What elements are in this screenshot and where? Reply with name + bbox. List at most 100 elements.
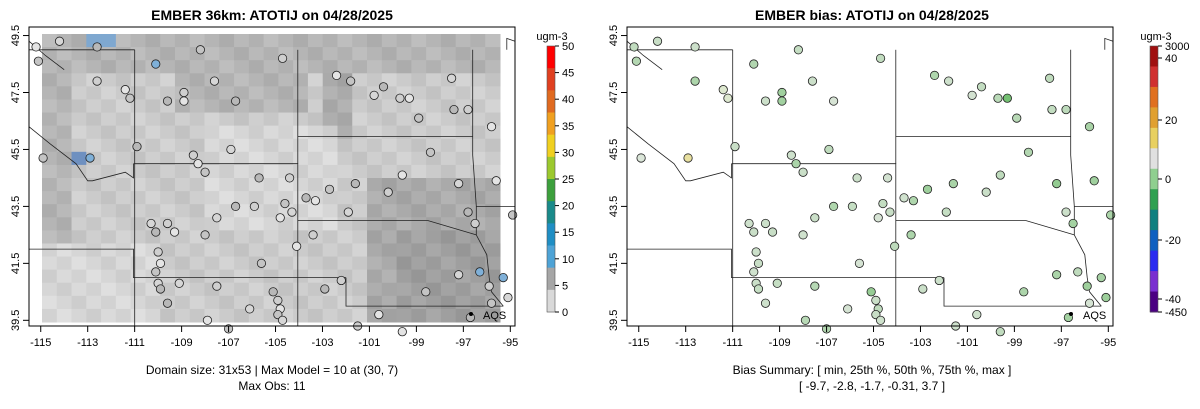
grid-cell xyxy=(101,269,117,284)
y-tick-label: 47.5 xyxy=(608,82,620,103)
grid-cell xyxy=(160,60,176,74)
grid-cell xyxy=(337,178,353,192)
obs-site xyxy=(425,147,436,157)
grid-cell xyxy=(411,73,427,87)
obs-sites xyxy=(31,36,518,337)
grid-cell xyxy=(367,112,383,127)
grid-cell xyxy=(204,243,220,258)
grid-cell xyxy=(86,125,102,140)
grid-cell xyxy=(189,99,206,114)
obs-site xyxy=(273,295,283,305)
grid-cell xyxy=(411,99,427,114)
grid-cell xyxy=(440,204,457,218)
grid-cell xyxy=(381,217,398,231)
grid-cell xyxy=(56,282,73,297)
grid-cell xyxy=(485,86,501,100)
grid-cell xyxy=(234,282,250,297)
bias-site xyxy=(934,275,944,286)
bias-site xyxy=(871,295,881,305)
y-tick-label: 49.5 xyxy=(608,25,620,46)
grid-cell xyxy=(367,99,383,114)
grid-cell xyxy=(426,34,442,48)
grid-cell xyxy=(130,34,146,48)
bias-site xyxy=(690,42,700,52)
grid-cell xyxy=(101,282,117,297)
y-tick-label: 47.5 xyxy=(10,82,22,103)
grid-cell xyxy=(145,112,161,127)
grid-cell xyxy=(130,47,146,61)
grid-cell xyxy=(352,138,368,153)
grid-cell xyxy=(189,60,206,74)
grid-cell xyxy=(307,256,324,271)
grid-cell xyxy=(263,204,279,218)
grid-cell xyxy=(130,295,146,310)
grid-cell xyxy=(101,99,117,114)
grid-cell xyxy=(411,243,427,258)
grid-cell xyxy=(234,34,250,48)
grid-cell xyxy=(42,112,58,127)
grid-cell xyxy=(411,191,427,205)
grid-cell xyxy=(470,243,486,258)
bias-site xyxy=(995,327,1005,337)
grid-cell xyxy=(189,138,206,153)
obs-site xyxy=(85,153,95,163)
grid-cell xyxy=(248,125,265,140)
grid-cell xyxy=(278,282,294,297)
grid-cell xyxy=(101,230,117,244)
obs-site xyxy=(374,310,384,320)
grid-cell xyxy=(322,47,338,61)
obs-site xyxy=(486,298,497,308)
grid-cell xyxy=(293,73,309,87)
grid-cell xyxy=(56,178,73,192)
obs-site xyxy=(484,281,494,291)
grid-cell xyxy=(86,308,102,323)
grid-cell xyxy=(189,269,206,284)
grid-cell xyxy=(234,60,250,74)
grid-cell xyxy=(248,138,265,153)
grid-cell xyxy=(322,99,338,114)
grid-cell xyxy=(455,295,471,310)
colorbar-swatch xyxy=(1150,291,1158,313)
grid-cell xyxy=(367,164,383,179)
grid-cell xyxy=(219,243,235,258)
obs-site xyxy=(162,96,173,106)
grid-cell xyxy=(307,204,324,218)
obs-site xyxy=(310,196,321,206)
grid-cell xyxy=(248,60,265,74)
grid-cell xyxy=(174,178,191,192)
colorbar-tick-label: 15 xyxy=(562,227,574,239)
grid-cell xyxy=(278,125,294,140)
grid-cell xyxy=(352,282,368,297)
grid-cell xyxy=(263,47,279,61)
bias-site xyxy=(883,173,893,183)
grid-cell xyxy=(396,112,412,127)
grid-cell xyxy=(71,151,87,166)
obs-site xyxy=(33,56,43,66)
aqs-marker xyxy=(469,312,473,316)
obs-site xyxy=(268,287,278,297)
grid-cell xyxy=(86,178,102,192)
grid-cell xyxy=(470,191,486,205)
bias-site xyxy=(885,207,895,217)
grid-cell xyxy=(426,99,442,114)
grid-cell xyxy=(56,138,73,153)
bias-site xyxy=(810,281,820,291)
bias-site xyxy=(1052,270,1062,280)
obs-site xyxy=(195,45,205,55)
grid-cell xyxy=(204,269,220,284)
grid-cell xyxy=(145,256,161,271)
grid-cell xyxy=(115,164,132,179)
grid-cell xyxy=(367,73,383,87)
bias-site xyxy=(995,170,1005,180)
grid-cell xyxy=(101,73,117,87)
grid-cell xyxy=(278,99,294,114)
grid-cell xyxy=(248,243,265,258)
grid-cell xyxy=(130,269,146,284)
grid-cell xyxy=(263,256,279,271)
grid-cell xyxy=(440,191,457,205)
bias-site xyxy=(967,90,977,100)
colorbar-swatch xyxy=(1150,127,1158,149)
grid-cell xyxy=(145,191,161,205)
grid-cell xyxy=(42,178,58,192)
grid-cell xyxy=(455,138,471,153)
